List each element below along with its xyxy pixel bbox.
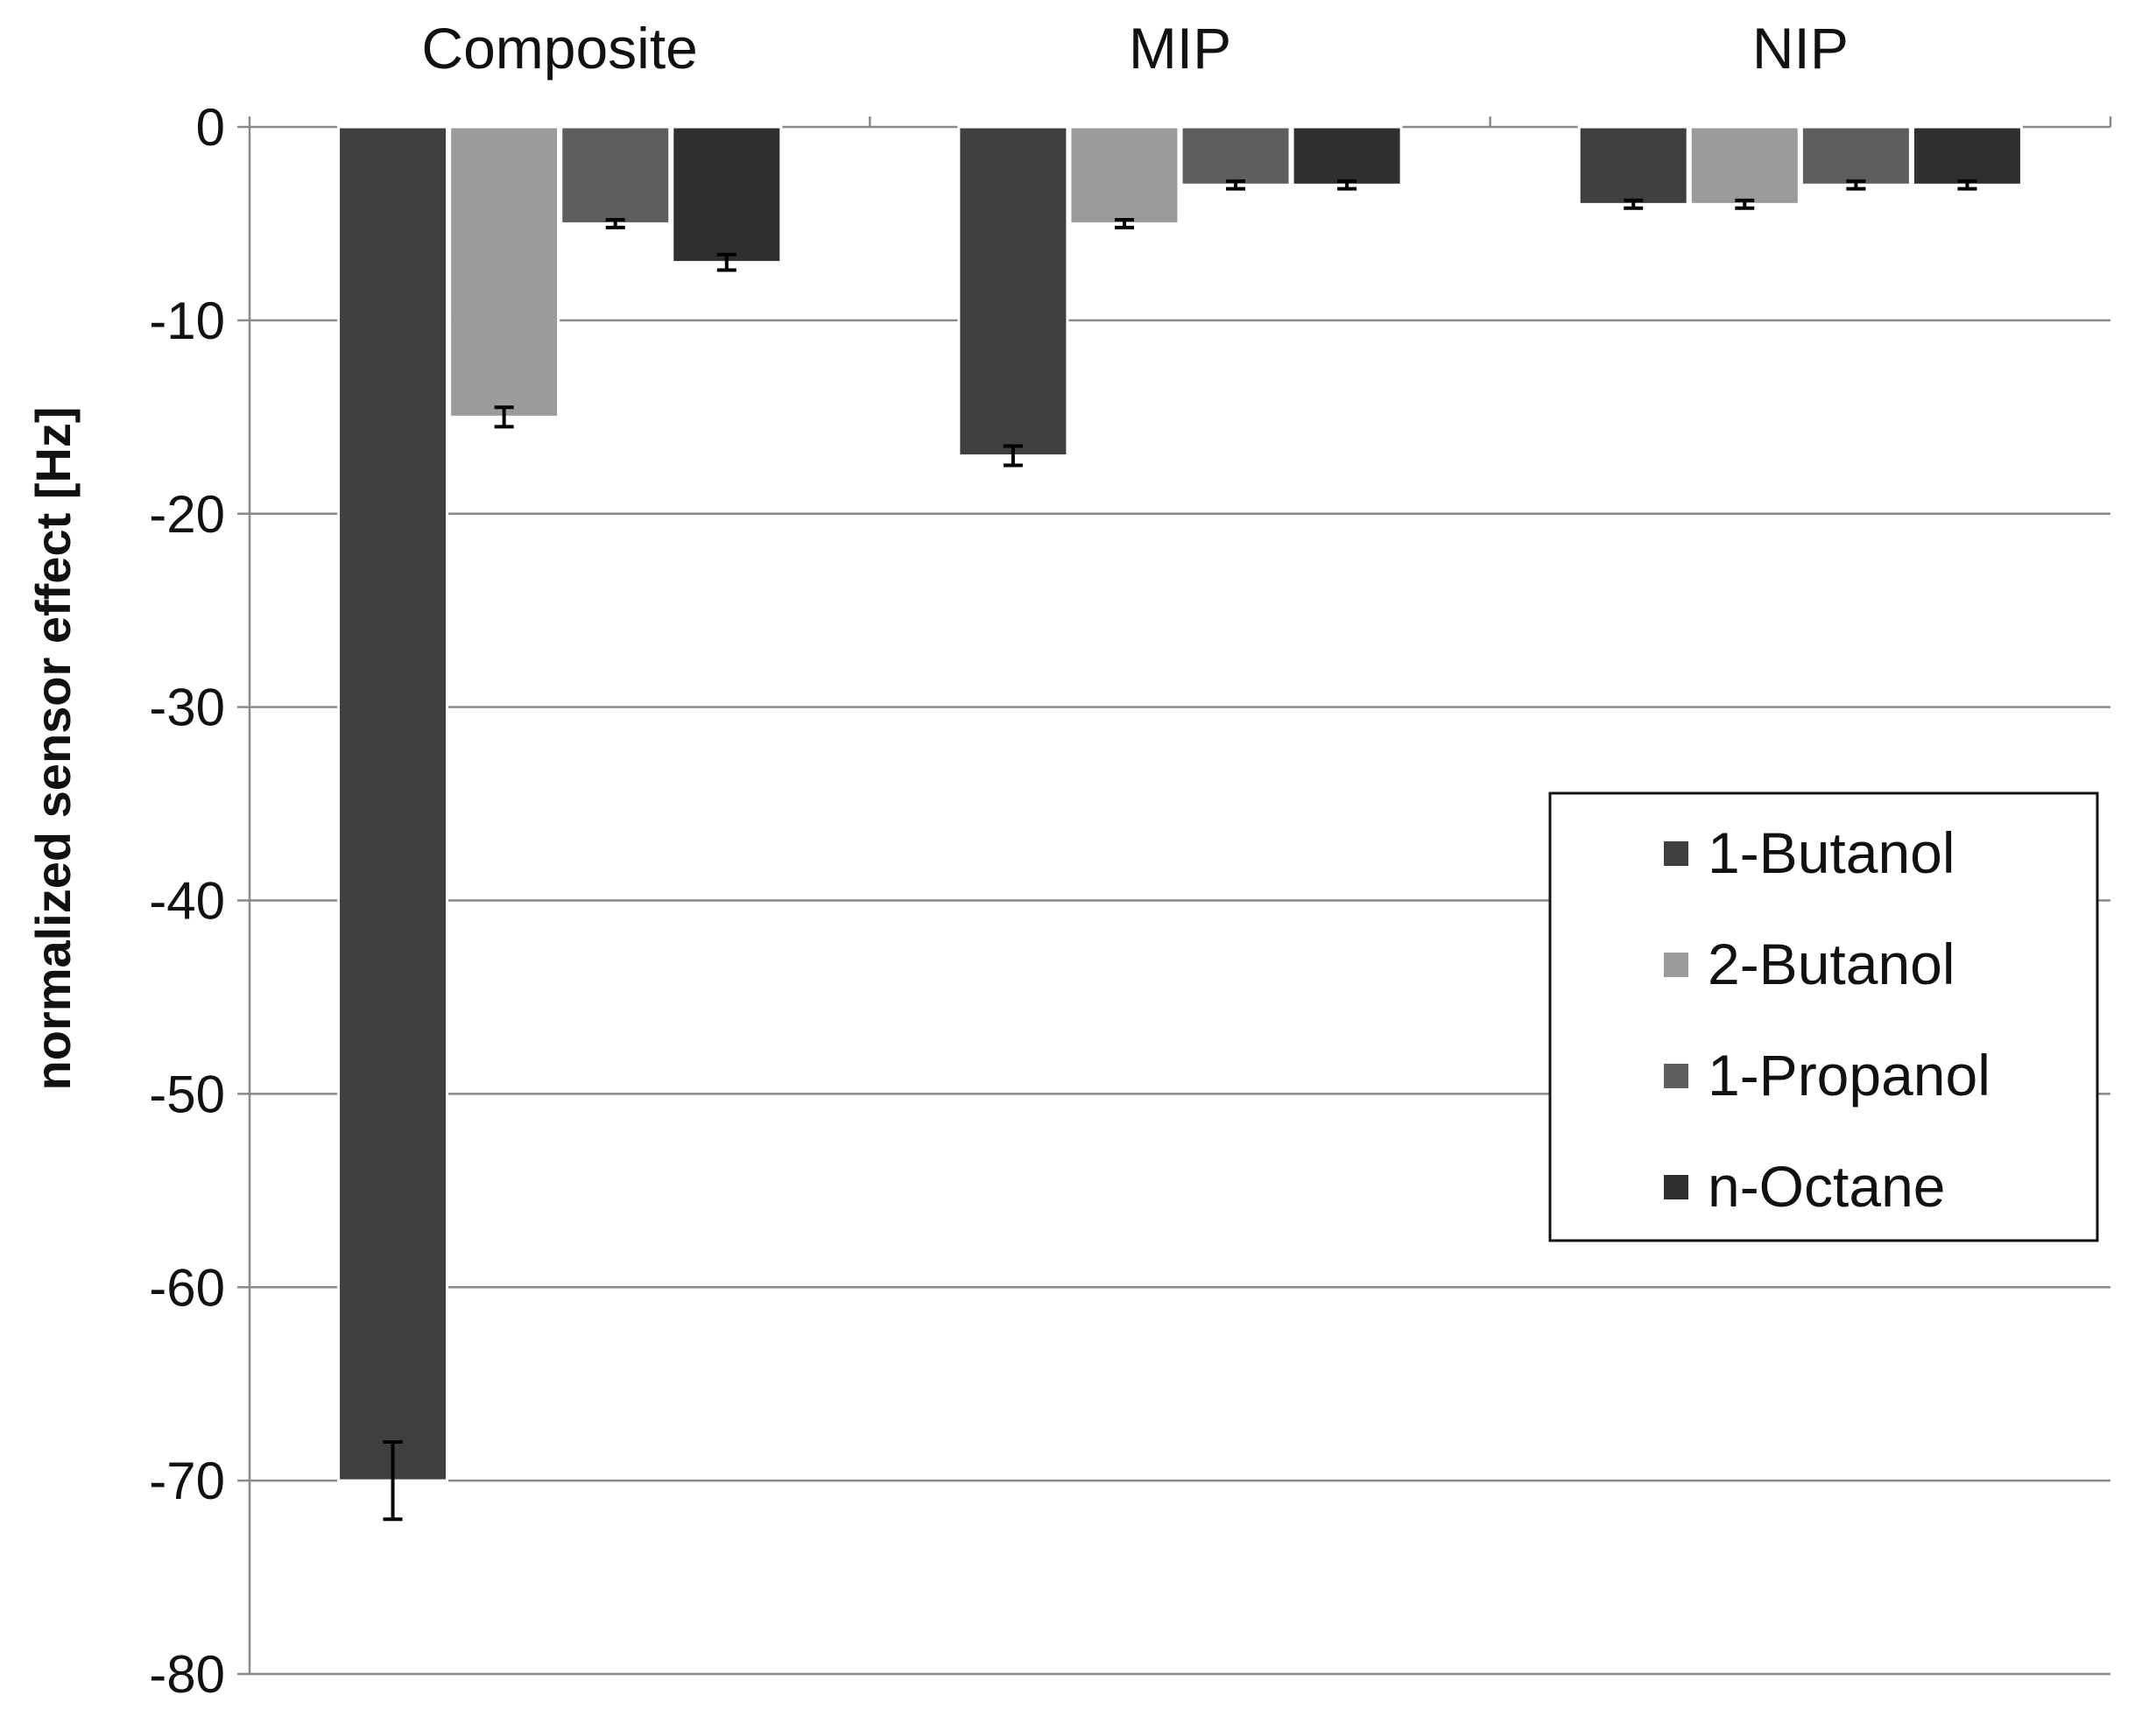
- bar-n-octane-composite: [671, 125, 783, 264]
- bar-1-propanol-composite: [560, 125, 672, 225]
- error-bar: [383, 1439, 403, 1522]
- legend-label: 1-Propanol: [1708, 1043, 1990, 1108]
- legend-swatch: [1664, 841, 1688, 866]
- bar-2-butanol-composite: [448, 125, 560, 418]
- error-bar: [1846, 179, 1866, 191]
- y-tick-label: 0: [196, 98, 225, 157]
- legend-label: 1-Butanol: [1708, 820, 1955, 885]
- error-bar: [1003, 444, 1023, 468]
- y-tick-label: -10: [149, 292, 225, 350]
- bar-2-butanol-nip: [1688, 125, 1800, 206]
- bar-1-butanol-mip: [957, 125, 1069, 457]
- error-bar: [1226, 179, 1246, 191]
- bar-1-butanol-nip: [1577, 125, 1689, 206]
- category-label-mip: MIP: [1129, 16, 1231, 81]
- bars: [337, 125, 2023, 1522]
- legend-swatch: [1664, 1175, 1688, 1199]
- legend-item: 1-Propanol: [1664, 1043, 1990, 1108]
- legend: 1-Butanol 2-Butanol 1-Propanol n-Octane: [1548, 791, 2099, 1242]
- bar-1-propanol-nip: [1800, 125, 1912, 186]
- error-bar: [1624, 198, 1644, 210]
- y-tick-label: -50: [149, 1065, 225, 1123]
- gridlines: [250, 125, 2110, 1676]
- legend-swatch: [1664, 953, 1688, 977]
- error-bar: [494, 405, 514, 429]
- bar-n-octane-nip: [1911, 125, 2023, 186]
- category-label-nip: NIP: [1752, 16, 1849, 81]
- error-bar: [1337, 179, 1357, 191]
- y-tick-label: -70: [149, 1452, 225, 1510]
- legend-label: n-Octane: [1708, 1154, 1945, 1219]
- legend-item: 2-Butanol: [1664, 932, 1955, 996]
- bar-1-butanol-composite: [337, 125, 449, 1482]
- error-bar: [1735, 198, 1755, 210]
- y-axis-title: normalized sensor effect [Hz]: [25, 406, 81, 1090]
- category-labels: Composite MIP NIP: [421, 16, 1848, 81]
- y-tick-label: -40: [149, 872, 225, 931]
- bar-n-octane-mip: [1291, 125, 1403, 186]
- y-tick-label: -80: [149, 1645, 225, 1704]
- legend-item: 1-Butanol: [1664, 820, 1955, 885]
- y-tick-label: -20: [149, 485, 225, 544]
- bar-2-butanol-mip: [1068, 125, 1180, 225]
- category-label-composite: Composite: [421, 16, 697, 81]
- legend-label: 2-Butanol: [1708, 932, 1955, 996]
- error-bar: [716, 252, 736, 272]
- y-tick-label: -30: [149, 679, 225, 737]
- error-bar: [1957, 179, 1977, 191]
- y-axis: 0 -10 -20 -30 -40 -50 -60 -70 -80: [149, 98, 2112, 1704]
- legend-item: n-Octane: [1664, 1154, 1945, 1219]
- legend-box: [1548, 791, 2099, 1242]
- error-bar: [605, 218, 625, 229]
- y-tick-label: -60: [149, 1258, 225, 1317]
- legend-swatch: [1664, 1064, 1688, 1088]
- bar-1-propanol-mip: [1180, 125, 1292, 186]
- error-bar: [1114, 218, 1134, 229]
